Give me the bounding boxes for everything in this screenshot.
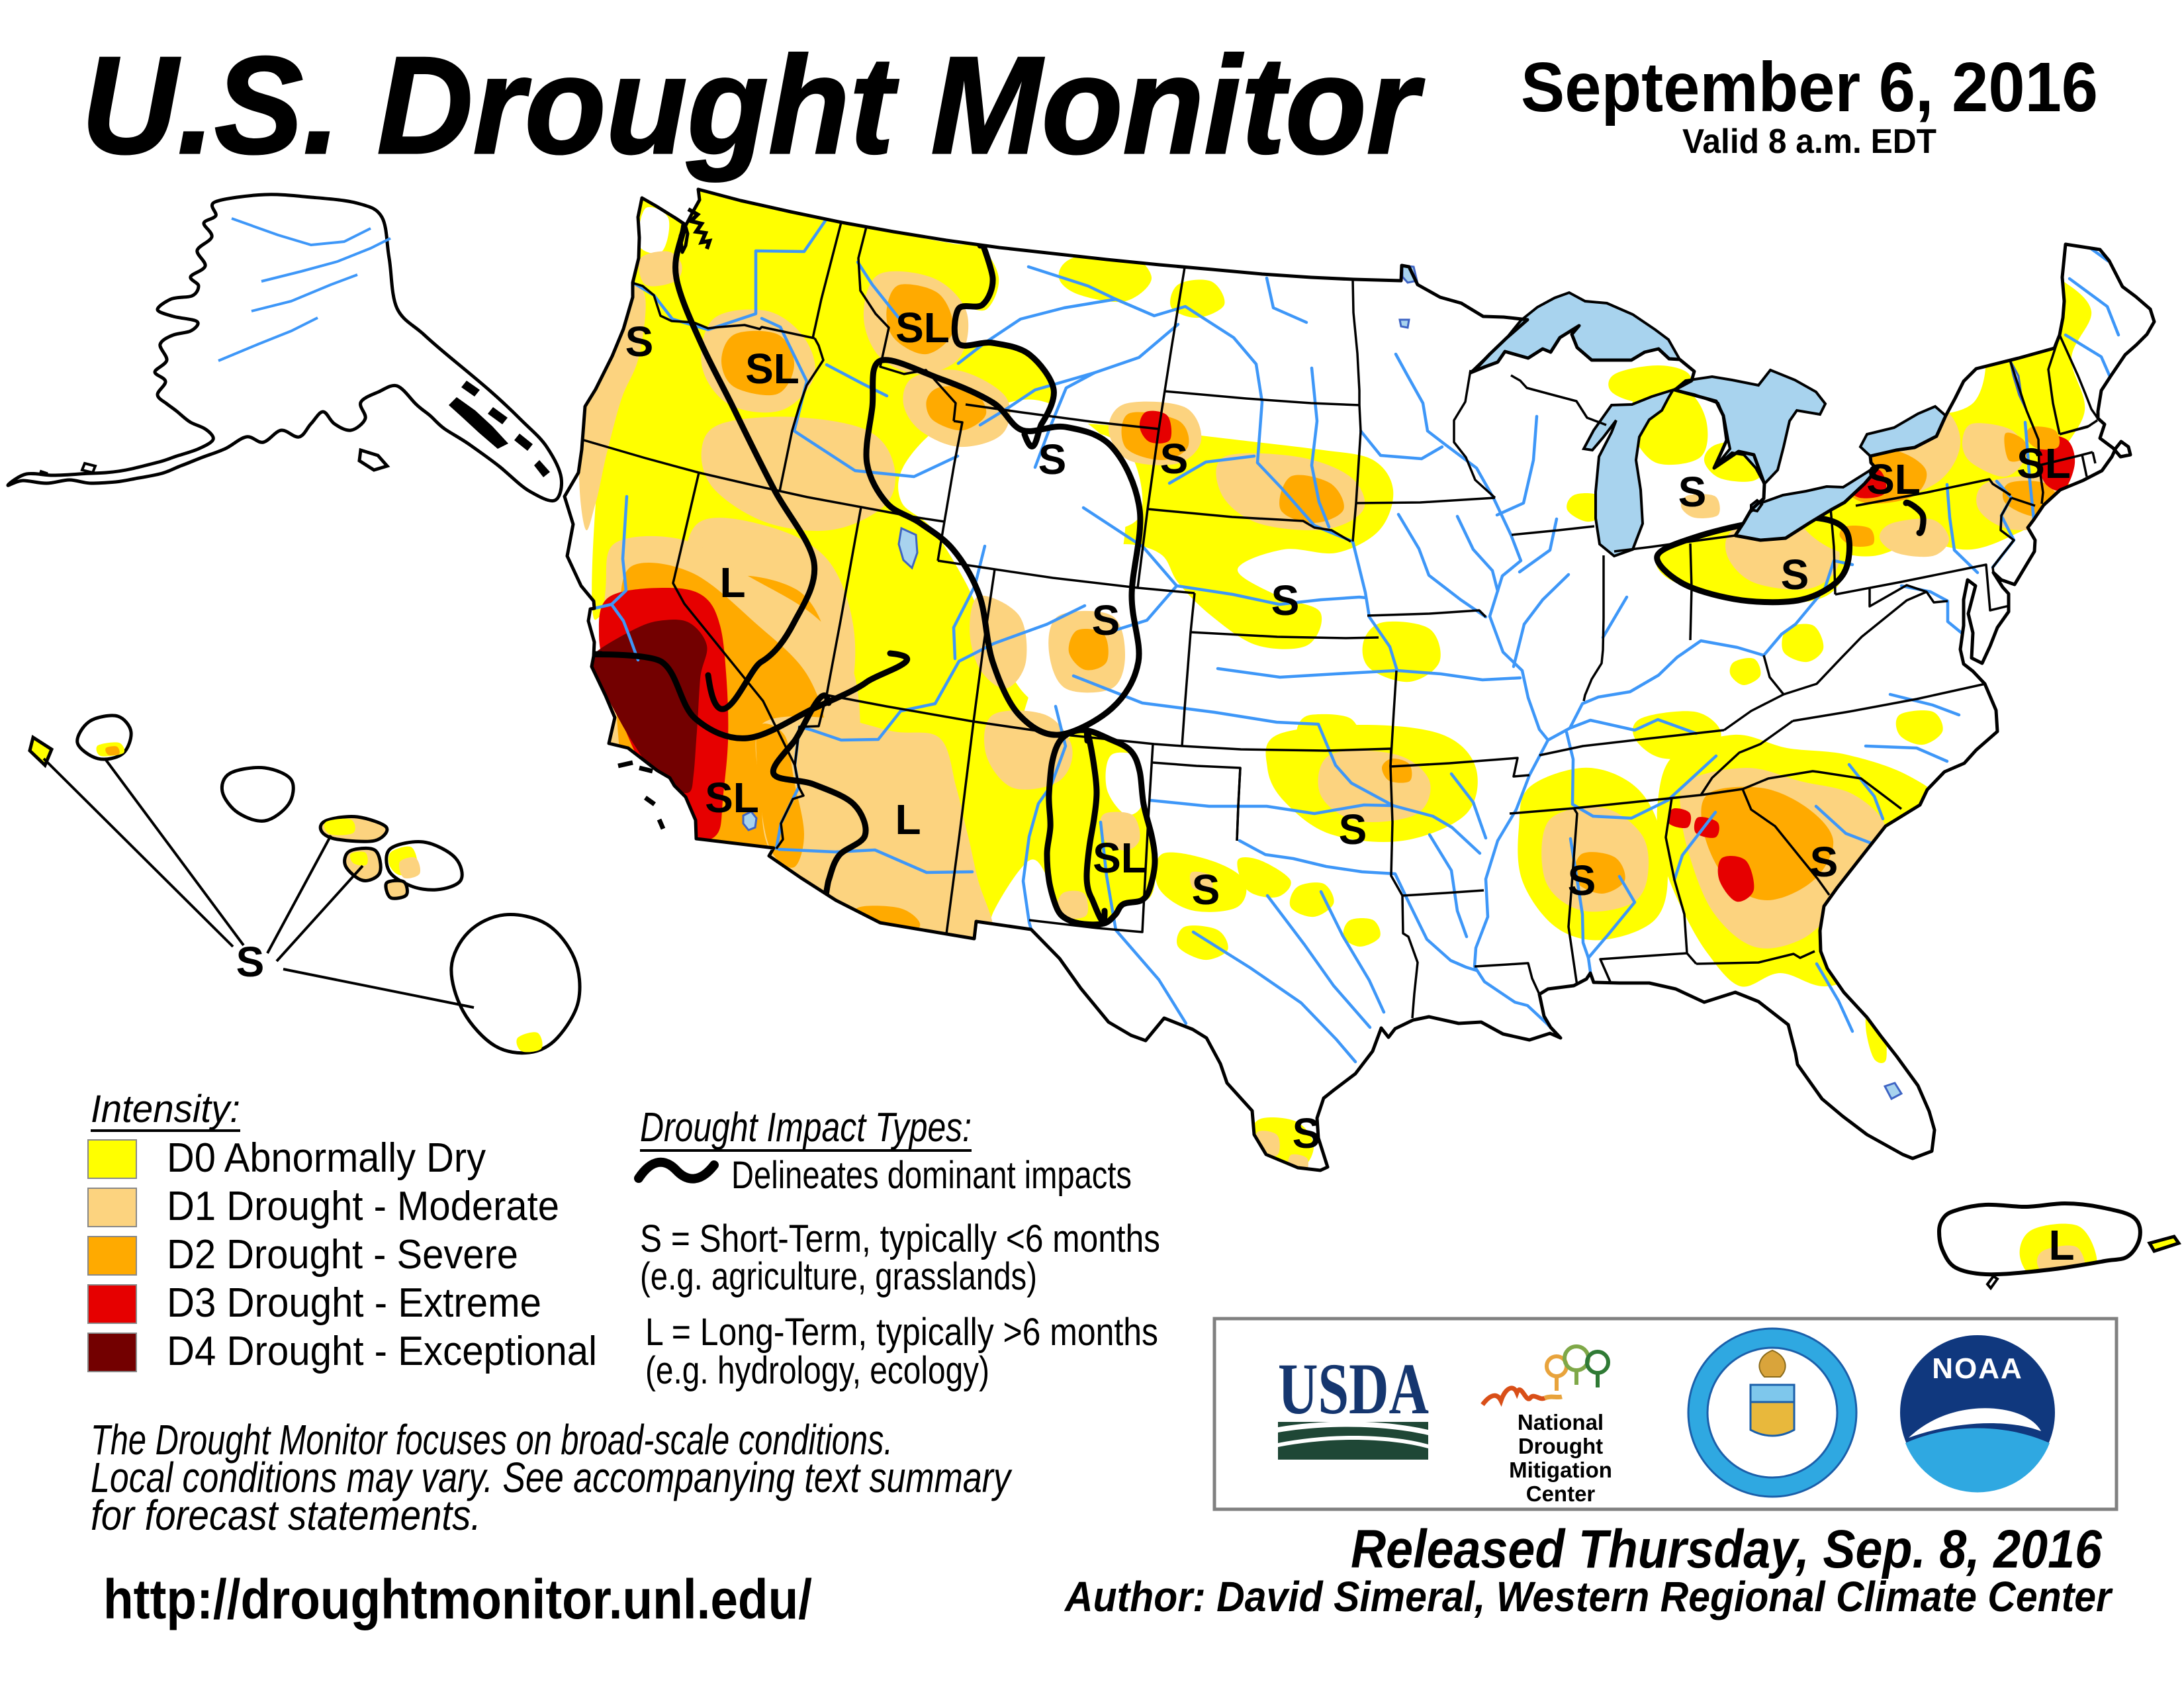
svg-text:D1 Drought - Moderate: D1 Drought - Moderate: [167, 1184, 559, 1229]
svg-text:SL: SL: [2017, 440, 2071, 487]
svg-text:S: S: [1293, 1109, 1321, 1157]
svg-text:L = Long-Term, typically >6 mo: L = Long-Term, typically >6 months: [645, 1311, 1158, 1354]
svg-text:S: S: [1038, 436, 1067, 483]
svg-text:Intensity:: Intensity:: [91, 1088, 240, 1131]
svg-text:The Drought Monitor focuses on: The Drought Monitor focuses on broad-sca…: [91, 1416, 893, 1464]
svg-text:Valid 8 a.m. EDT: Valid 8 a.m. EDT: [1682, 122, 1936, 161]
svg-text:S: S: [1781, 551, 1809, 598]
svg-text:SL: SL: [1866, 455, 1921, 503]
svg-text:Author: David Simeral, Western: Author: David Simeral, Western Regional …: [1064, 1573, 2113, 1620]
svg-text:SL: SL: [745, 345, 799, 393]
svg-text:S: S: [1160, 435, 1189, 483]
svg-text:Center: Center: [1526, 1481, 1596, 1506]
svg-text:D0 Abnormally Dry: D0 Abnormally Dry: [167, 1135, 486, 1181]
svg-text:(e.g. hydrology, ecology): (e.g. hydrology, ecology): [645, 1349, 989, 1392]
svg-text:S: S: [1092, 596, 1120, 644]
svg-text:for forecast statements.: for forecast statements.: [91, 1491, 481, 1539]
svg-text:S: S: [236, 938, 265, 986]
svg-text:S: S: [1810, 838, 1839, 886]
svg-text:Drought Impact Types:: Drought Impact Types:: [640, 1105, 972, 1150]
svg-text:S: S: [1568, 857, 1596, 904]
svg-text:L: L: [2048, 1221, 2074, 1269]
svg-text:(e.g. agriculture, grasslands): (e.g. agriculture, grasslands): [640, 1255, 1037, 1298]
svg-text:National: National: [1518, 1410, 1604, 1434]
svg-text:L: L: [895, 796, 921, 843]
svg-text:NOAA: NOAA: [1932, 1352, 2023, 1385]
svg-text:Delineates dominant impacts: Delineates dominant impacts: [731, 1154, 1132, 1197]
svg-text:SL: SL: [705, 774, 759, 821]
svg-text:S: S: [1271, 577, 1300, 624]
svg-text:USDA: USDA: [1278, 1348, 1429, 1429]
svg-text:http://droughtmonitor.unl.edu/: http://droughtmonitor.unl.edu/: [103, 1568, 812, 1630]
svg-text:Local conditions may vary. See: Local conditions may vary. See accompany…: [91, 1454, 1013, 1501]
svg-text:L: L: [719, 559, 745, 606]
svg-text:Released Thursday, Sep. 8, 201: Released Thursday, Sep. 8, 2016: [1351, 1519, 2103, 1579]
svg-text:S: S: [1339, 806, 1367, 853]
svg-text:D2 Drought - Severe: D2 Drought - Severe: [167, 1232, 518, 1278]
svg-text:S: S: [1678, 468, 1707, 516]
svg-text:D3 Drought - Extreme: D3 Drought - Extreme: [167, 1280, 541, 1326]
svg-text:SL: SL: [895, 304, 950, 352]
svg-text:SL: SL: [1093, 834, 1147, 882]
svg-text:Drought: Drought: [1518, 1434, 1603, 1458]
svg-text:Mitigation: Mitigation: [1509, 1458, 1612, 1482]
svg-text:D4 Drought - Exceptional: D4 Drought - Exceptional: [167, 1329, 597, 1374]
svg-text:S: S: [1192, 866, 1220, 914]
svg-text:U.S. Drought Monitor: U.S. Drought Monitor: [81, 28, 1424, 183]
svg-text:September 6, 2016: September 6, 2016: [1521, 48, 2098, 126]
svg-text:S: S: [625, 318, 654, 365]
svg-text:S = Short-Term, typically <6 m: S = Short-Term, typically <6 months: [640, 1217, 1160, 1260]
